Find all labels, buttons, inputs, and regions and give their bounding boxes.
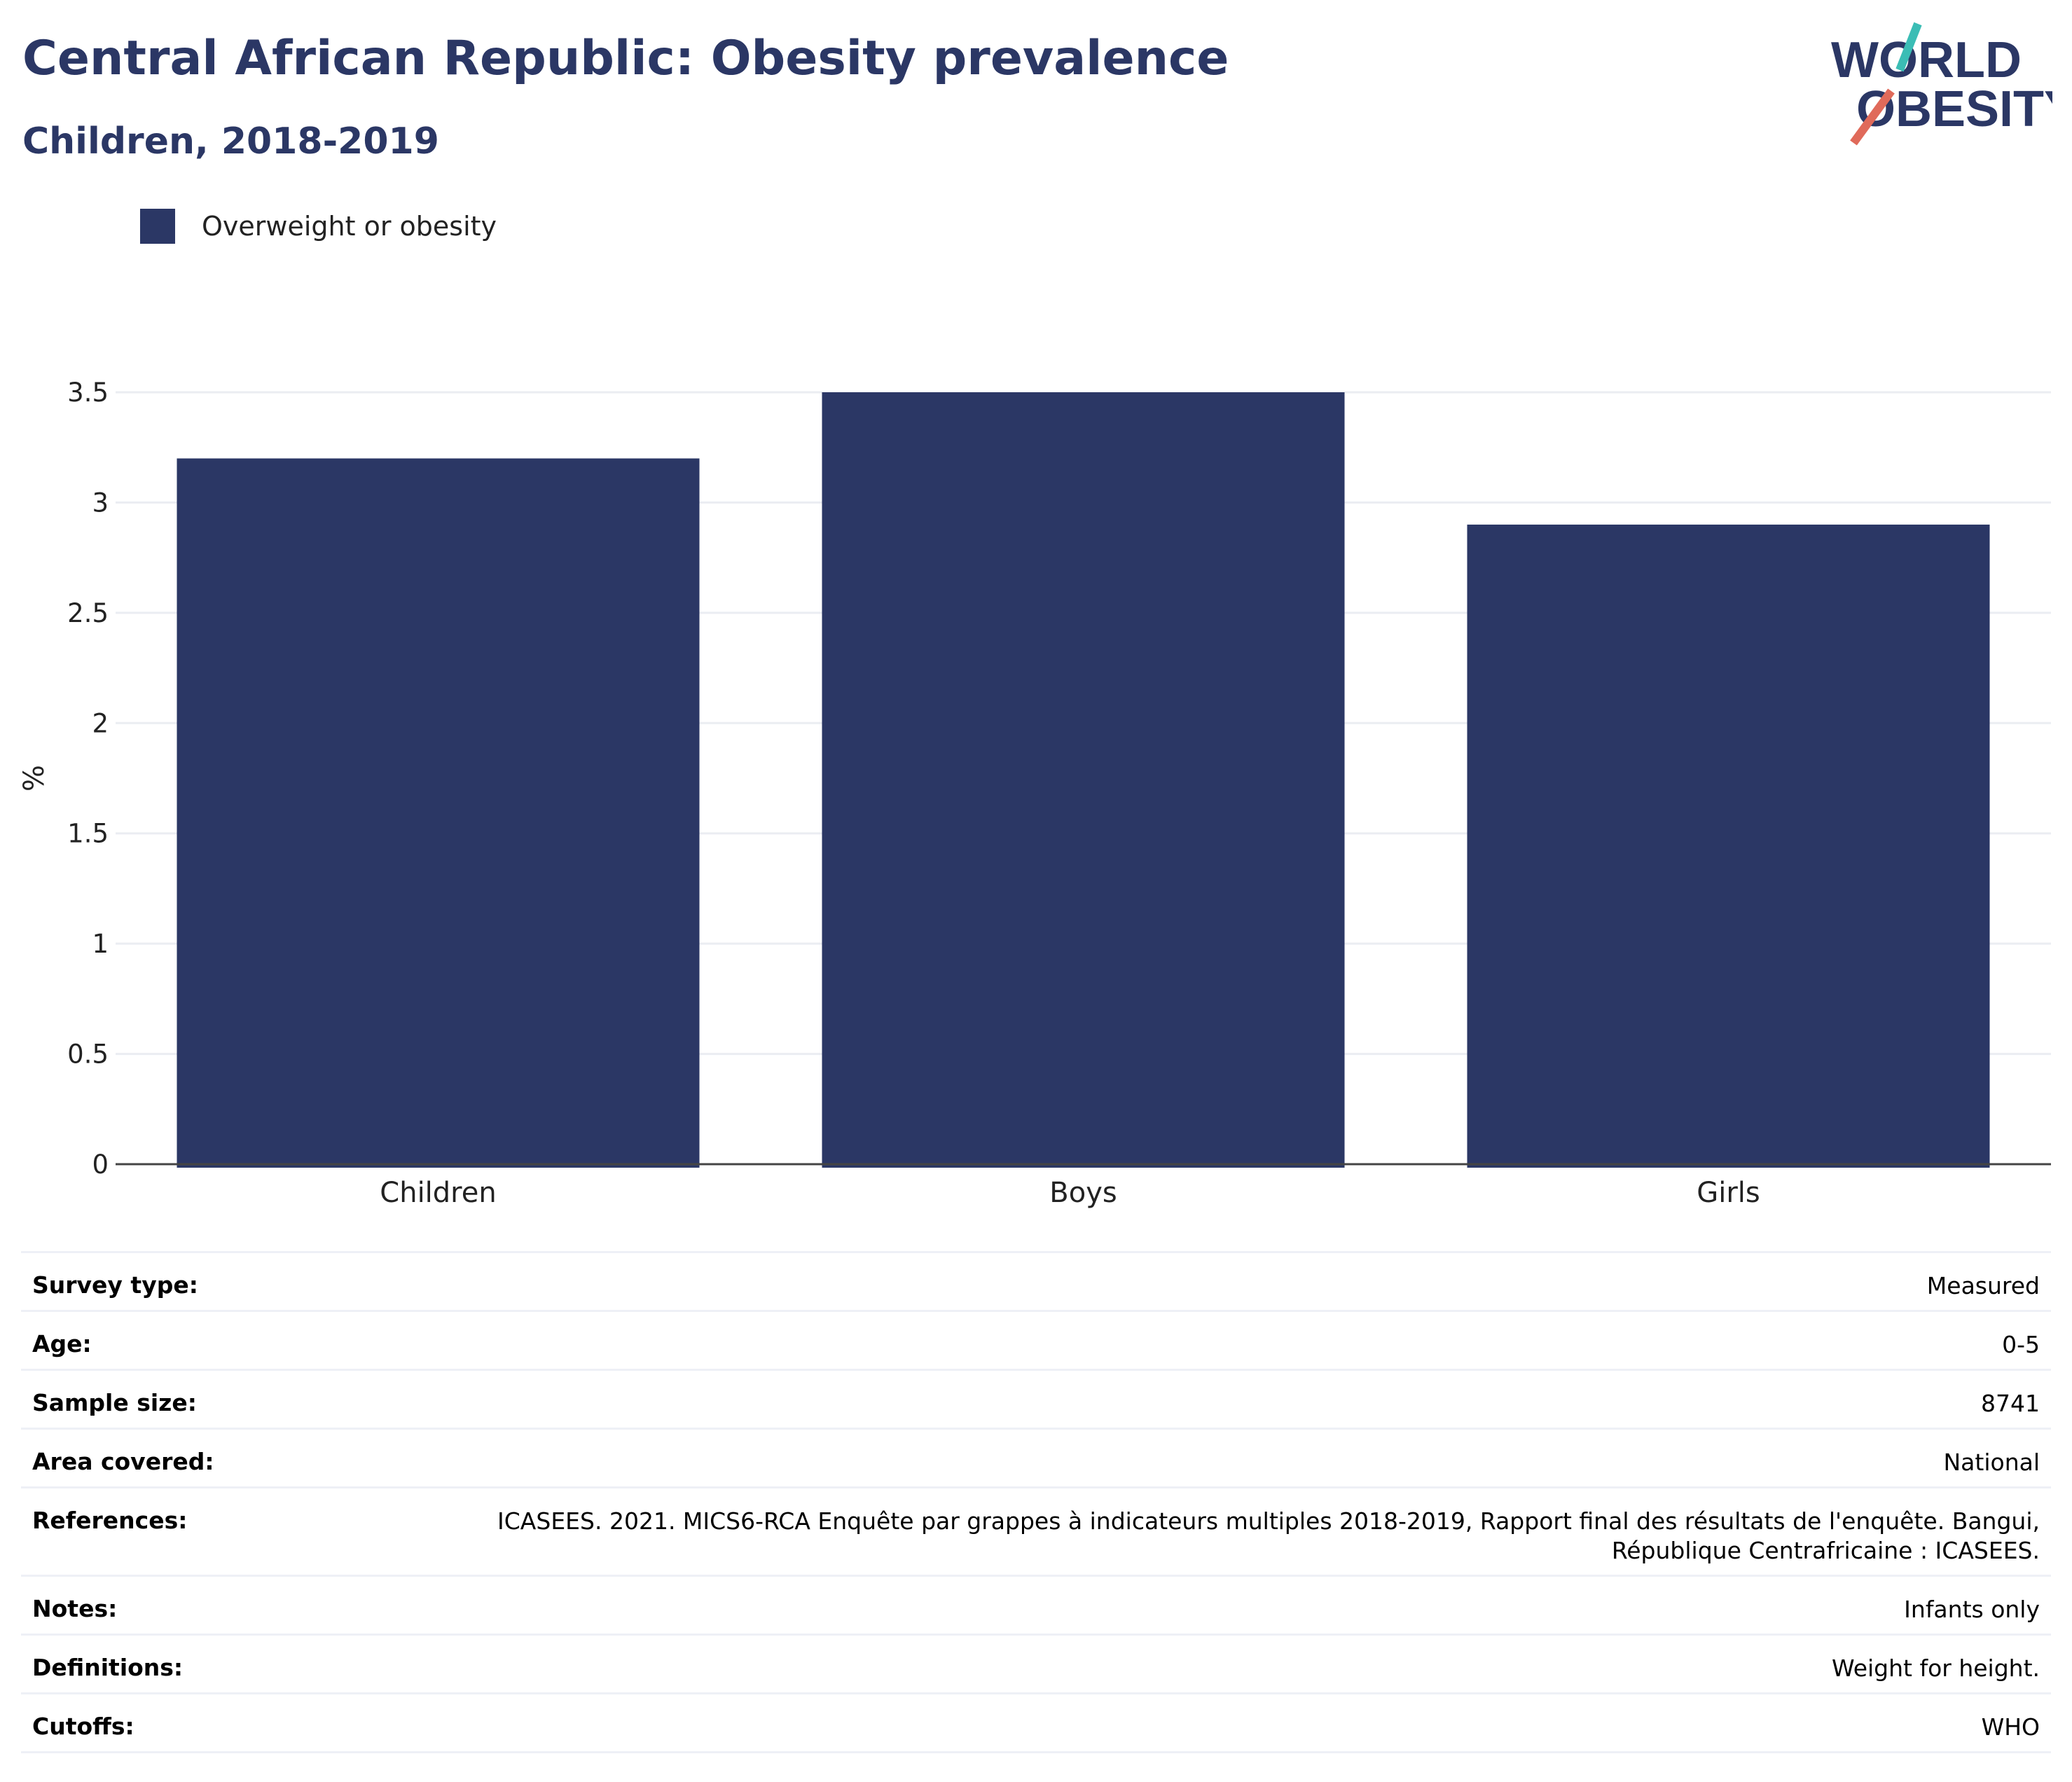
info-value: Infants only xyxy=(394,1575,2051,1635)
info-key: Age: xyxy=(21,1310,394,1370)
world-obesity-logo: WORLD OBESITY xyxy=(1831,22,2052,146)
info-row: Notes: Infants only xyxy=(21,1575,2051,1635)
info-row: Age: 0-5 xyxy=(21,1310,2051,1370)
info-key: Definitions: xyxy=(21,1634,394,1694)
y-tick-label: 2.5 xyxy=(67,598,109,628)
y-axis-label: % xyxy=(18,765,50,792)
info-value: 8741 xyxy=(394,1369,2051,1429)
y-tick-label: 3 xyxy=(92,488,109,518)
legend: Overweight or obesity xyxy=(140,209,497,244)
info-row: Area covered: National xyxy=(21,1428,2051,1488)
bar-chart: 0 0.5 1 1.5 2 2.5 3 3.5 Children Boys Girls% xyxy=(18,378,2051,1209)
info-value: WHO xyxy=(394,1692,2051,1753)
info-key: Cutoffs: xyxy=(21,1692,394,1753)
logo-word-obesity: OBESITY xyxy=(1856,81,2052,137)
info-key: References: xyxy=(21,1486,394,1576)
info-value: Measured xyxy=(394,1251,2051,1311)
y-tick-label: 3.5 xyxy=(67,378,109,408)
info-row: References: ICASEES. 2021. MICS6-RCA Enqu… xyxy=(21,1486,2051,1576)
info-key: Area covered: xyxy=(21,1428,394,1488)
chart-subtitle: Children, 2018-2019 xyxy=(22,120,439,163)
x-tick-label: Girls xyxy=(1697,1177,1760,1209)
info-value: 0-5 xyxy=(394,1310,2051,1370)
y-tick-label: 1.5 xyxy=(67,819,109,849)
y-tick-label: 1 xyxy=(92,929,109,959)
info-value: ICASEES. 2021. MICS6-RCA Enquête par gra… xyxy=(394,1486,2051,1576)
info-row: Definitions: Weight for height. xyxy=(21,1634,2051,1694)
legend-swatch xyxy=(140,209,175,244)
info-value: Weight for height. xyxy=(394,1634,2051,1694)
info-value: National xyxy=(394,1428,2051,1488)
legend-label: Overweight or obesity xyxy=(202,211,497,242)
x-tick-label: Children xyxy=(380,1177,496,1209)
y-tick-label: 2 xyxy=(92,708,109,738)
info-key: Survey type: xyxy=(21,1251,394,1311)
y-tick-label: 0 xyxy=(92,1149,109,1180)
y-tick-label: 0.5 xyxy=(67,1040,109,1070)
bar-boys xyxy=(822,392,1345,1168)
info-row: Survey type: Measured xyxy=(21,1251,2051,1311)
survey-info-table: Survey type: Measured Age: 0-5 Sample size: 8… xyxy=(21,1251,2051,1753)
chart-title: Central African Republic: Obesity preval… xyxy=(22,31,1229,86)
info-row: Cutoffs: WHO xyxy=(21,1692,2051,1753)
info-key: Sample size: xyxy=(21,1369,394,1429)
x-tick-label: Boys xyxy=(1049,1177,1117,1209)
bar-girls xyxy=(1467,524,1990,1168)
logo-word-world: WORLD xyxy=(1831,32,2022,88)
info-row: Sample size: 8741 xyxy=(21,1369,2051,1429)
logo-slash-teal xyxy=(1895,22,1922,72)
bar-children xyxy=(177,458,700,1168)
logo-slash-red xyxy=(1850,88,1895,146)
info-key: Notes: xyxy=(21,1575,394,1635)
